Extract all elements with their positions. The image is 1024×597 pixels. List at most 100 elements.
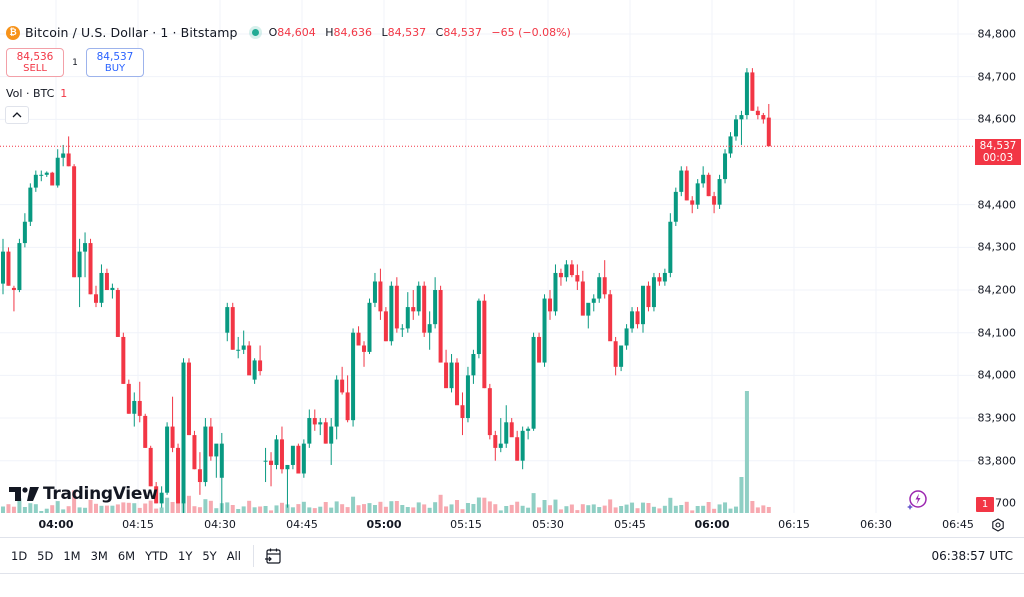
candle-body: [695, 183, 700, 205]
volume-bar: [449, 504, 454, 513]
sell-button[interactable]: 84,536 SELL: [6, 48, 64, 77]
symbol-title[interactable]: Bitcoin / U.S. Dollar · 1 · Bitstamp: [25, 25, 238, 40]
range-1d-button[interactable]: 1D: [11, 548, 28, 563]
candle-body: [197, 469, 202, 483]
candle-body: [312, 418, 317, 425]
calendar-goto-icon[interactable]: [264, 547, 282, 565]
volume-bar: [66, 506, 71, 513]
open-value: 84,604: [277, 26, 316, 39]
range-5y-button[interactable]: 5Y: [202, 548, 217, 563]
candle-body: [241, 345, 246, 350]
volume-bar: [706, 502, 711, 513]
volume-bar: [197, 507, 202, 513]
volume-bar: [115, 504, 120, 513]
volume-bar: [728, 508, 733, 513]
ai-assistant-icon[interactable]: [906, 489, 928, 511]
candle-body: [602, 277, 607, 295]
candle-body: [372, 281, 377, 303]
price-axis-label: 84,200: [977, 283, 1017, 297]
chart-settings-icon[interactable]: [991, 518, 1005, 532]
candle-body: [247, 345, 252, 376]
price-axis-label: 84,400: [977, 198, 1017, 212]
sell-label: SELL: [23, 62, 47, 74]
candle-body: [394, 285, 399, 329]
market-status-icon[interactable]: [251, 29, 259, 36]
candle-body: [575, 275, 580, 282]
candle-body: [438, 290, 443, 363]
volume-bar: [493, 504, 498, 513]
low-value: 84,537: [387, 26, 427, 39]
candle-body: [121, 336, 126, 384]
volume-bar: [542, 500, 547, 513]
volume-bar: [580, 504, 585, 513]
volume-bar: [290, 507, 295, 513]
price-scale[interactable]: 84,800 84,700 84,600 84,400 84,300 84,200 84,1…: [975, 0, 1024, 513]
volume-legend[interactable]: Vol · BTC 1: [6, 87, 67, 100]
close-value: 84,537: [443, 26, 482, 39]
candle-body: [104, 272, 109, 291]
candle-body: [662, 272, 667, 282]
range-6m-button[interactable]: 6M: [117, 548, 136, 563]
volume-bar: [613, 507, 618, 513]
high-value: 84,636: [333, 26, 373, 39]
range-5d-button[interactable]: 5D: [37, 548, 54, 563]
candle-body: [586, 302, 591, 316]
volume-bar: [679, 505, 684, 513]
candle-body: [11, 287, 16, 291]
volume-bar: [230, 505, 235, 513]
time-axis-label: 04:45: [286, 518, 318, 531]
tradingview-logo[interactable]: TradingView: [9, 484, 158, 504]
volume-bar: [460, 509, 465, 513]
candle-body: [389, 285, 394, 342]
time-axis-label: 06:00: [694, 518, 730, 531]
candle-body: [668, 221, 673, 273]
buy-price: 84,537: [96, 50, 134, 63]
chart-pane[interactable]: [0, 0, 975, 513]
candle-body: [159, 492, 164, 504]
candle-body: [351, 332, 356, 421]
volume-bar: [504, 506, 509, 513]
candle-body: [591, 298, 596, 303]
candle-body: [640, 285, 645, 325]
volume-bar: [482, 497, 487, 513]
volume-bar: [569, 504, 574, 513]
candle-body: [33, 174, 38, 188]
candle-body: [411, 307, 416, 312]
candle-body: [553, 272, 558, 312]
time-axis-label: 06:45: [942, 518, 974, 531]
candle-body: [493, 435, 498, 448]
volume-bar: [400, 505, 405, 513]
volume-bar: [526, 507, 531, 513]
range-3m-button[interactable]: 3M: [90, 548, 108, 563]
candlestick-chart[interactable]: [0, 0, 975, 513]
volume-bar: [438, 494, 443, 513]
time-axis[interactable]: 04:00 04:15 04:30 04:45 05:00 05:15 05:30 05:45…: [0, 513, 975, 537]
collapse-legend-button[interactable]: [5, 106, 29, 124]
candle-body: [203, 426, 208, 483]
range-ytd-button[interactable]: YTD: [145, 548, 168, 563]
candle-body: [383, 311, 388, 342]
volume-bar: [433, 502, 438, 513]
volume-bar: [662, 505, 667, 513]
price-axis-label: 84,800: [977, 27, 1017, 41]
volume-bar: [668, 497, 673, 513]
candle-body: [208, 426, 213, 457]
candle-body: [61, 153, 66, 158]
candle-body: [755, 110, 760, 116]
volume-bar: [61, 509, 66, 513]
candle-body: [252, 360, 257, 380]
range-1m-button[interactable]: 1M: [63, 548, 81, 563]
utc-clock[interactable]: 06:38:57 UTC: [931, 548, 1014, 563]
range-all-button[interactable]: All: [226, 548, 241, 563]
volume-bar: [356, 505, 361, 513]
range-1y-button[interactable]: 1Y: [178, 548, 193, 563]
price-axis-label: 84,600: [977, 112, 1017, 126]
buy-button[interactable]: 84,537 BUY: [86, 48, 144, 77]
candle-body: [192, 435, 197, 470]
price-axis-label: 84,100: [977, 326, 1017, 340]
candle-body: [597, 277, 602, 299]
candle-body: [110, 287, 115, 291]
candle-body: [455, 362, 460, 406]
volume-bar: [591, 504, 596, 513]
candle-body: [99, 272, 104, 303]
